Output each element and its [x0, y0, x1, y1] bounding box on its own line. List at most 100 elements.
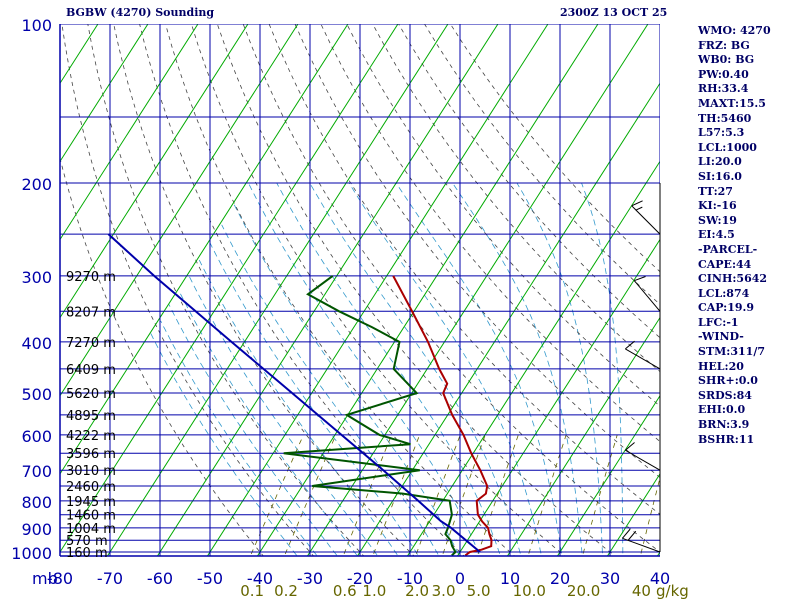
- index-item: SRDS:84: [698, 388, 752, 402]
- index-item: EHI:0.0: [698, 403, 746, 417]
- index-item: WB0: BG: [698, 53, 755, 67]
- wind-barb-flag: [635, 206, 643, 211]
- dry-adiabat: [294, 24, 660, 479]
- pressure-tick-label: 400: [21, 334, 52, 353]
- temperature-tick-label: -10: [397, 569, 423, 588]
- temperature-tick-label: -80: [47, 569, 73, 588]
- isotherm: [60, 24, 149, 163]
- pressure-tick-label: 1000: [11, 544, 52, 563]
- pressure-tick-label: 300: [21, 268, 52, 287]
- index-item: LCL:874: [698, 286, 750, 300]
- index-item: EI:4.5: [698, 228, 735, 242]
- mixing-ratio-label: 40: [632, 582, 651, 600]
- dry-adiabat: [268, 24, 660, 515]
- index-item: CAP:19.9: [698, 301, 755, 315]
- index-item: LCL:1000: [698, 140, 757, 154]
- frame-layer: [59, 24, 660, 557]
- pressure-tick-label: 700: [21, 462, 52, 481]
- height-label: 1004 m: [66, 522, 116, 537]
- wind-barb-staff: [625, 449, 661, 471]
- wind-barb-staff: [622, 537, 661, 553]
- height-label: 7270 m: [66, 336, 116, 351]
- temperature-tick-label: -50: [197, 569, 223, 588]
- temperature-trace: [392, 275, 493, 556]
- wind-barb: [633, 276, 661, 312]
- mixing-ratio-label: 2.0: [405, 582, 429, 600]
- index-item: SI:16.0: [698, 169, 742, 183]
- index-item: LFC:-1: [698, 315, 739, 329]
- height-label: 570 m: [66, 534, 108, 549]
- index-item: SW:19: [698, 213, 737, 227]
- height-label: 2460 m: [66, 480, 116, 495]
- index-item: CAPE:44: [698, 257, 752, 271]
- dewpoint-trace: [283, 275, 457, 556]
- height-label: 4222 m: [66, 429, 116, 444]
- dry-adiabat: [87, 24, 365, 556]
- height-label: 1945 m: [66, 495, 116, 510]
- height-label: 4895 m: [66, 409, 116, 424]
- mixing-ratio-label: 5.0: [467, 582, 491, 600]
- index-item: TH:5460: [698, 111, 752, 125]
- isotherm: [60, 24, 299, 397]
- station-title: BGBW (4270) Sounding: [66, 6, 215, 19]
- temperature-tick-label: -20: [347, 569, 373, 588]
- mixing-ratio-unit: g/kg: [656, 582, 689, 600]
- height-label: 9270 m: [66, 270, 116, 285]
- temperature-tick-label: 20: [550, 569, 570, 588]
- wind-barb-staff: [631, 205, 661, 235]
- isotherm: [60, 24, 199, 241]
- index-item: TT:27: [698, 184, 733, 198]
- temperature-tick-label: -30: [297, 569, 323, 588]
- mixing-ratio-label: 10.0: [513, 582, 546, 600]
- mixing-ratio-label: 20.0: [567, 582, 600, 600]
- temperature-tick-label: 10: [500, 569, 520, 588]
- height-label: 3010 m: [66, 464, 116, 479]
- y-axis-label: mb: [32, 569, 58, 588]
- mixing-ratio-label: 0.2: [274, 582, 298, 600]
- wind-barb: [625, 442, 661, 471]
- temperature-tick-label: -40: [247, 569, 273, 588]
- temperature-tick-label: 30: [600, 569, 620, 588]
- index-item: BSHR:11: [698, 432, 755, 446]
- wind-barb-staff: [625, 348, 661, 370]
- wind-barb-flag: [627, 530, 637, 541]
- moist-adiabat: [581, 182, 624, 556]
- height-label: 160 m: [66, 546, 108, 561]
- moist-adiabat: [309, 182, 522, 556]
- mixing-ratio-label: 0.6: [333, 582, 357, 600]
- index-item: KI:-16: [698, 199, 737, 213]
- wind-barb: [631, 200, 661, 235]
- parcel-trace: [107, 233, 481, 553]
- wind-barb-flag: [622, 528, 631, 539]
- wind-barb-flag: [631, 200, 643, 207]
- dry-adiabat: [61, 24, 315, 556]
- mixing-ratio-label: 3.0: [432, 582, 456, 600]
- index-item: STM:311/7: [698, 345, 765, 359]
- index-item: L57:5.3: [698, 126, 745, 140]
- index-item: BRN:3.9: [698, 418, 750, 432]
- moist-adiabat: [178, 290, 359, 556]
- indices-panel: WMO: 4270 FRZ: BG WB0: BG PW:0.40 RH:33.4 MAX…: [698, 24, 771, 447]
- dry-adiabat: [113, 24, 415, 556]
- moist-adiabat: [168, 304, 338, 556]
- pressure-tick-label: 200: [21, 175, 52, 194]
- index-item: RH:33.4: [698, 82, 749, 96]
- mixing-ratio-label: 0.1: [240, 582, 264, 600]
- index-item: WMO: 4270: [698, 24, 771, 37]
- pressure-tick-label: 600: [21, 427, 52, 446]
- temperature-tick-label: -60: [147, 569, 173, 588]
- isotherm: [60, 24, 249, 319]
- moist-adiabat: [188, 275, 379, 556]
- height-label: 1460 m: [66, 509, 116, 524]
- height-label: 6409 m: [66, 363, 116, 378]
- moist-adiabat: [150, 332, 298, 556]
- wind-barb-flag: [634, 276, 646, 282]
- height-label: 8207 m: [66, 305, 116, 320]
- moist-adiabat: [516, 182, 603, 556]
- dry-adiabat: [60, 156, 264, 556]
- pressure-tick-label: 500: [21, 385, 52, 404]
- dry-adiabat: [139, 24, 465, 556]
- pressure-tick-label: 800: [21, 493, 52, 512]
